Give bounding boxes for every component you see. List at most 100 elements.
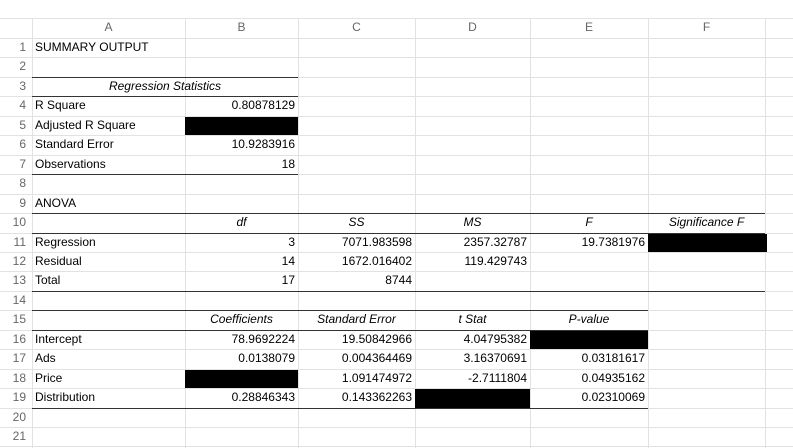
row-number[interactable]: 7 bbox=[19, 156, 26, 171]
cell[interactable]: Ads bbox=[35, 351, 56, 366]
cell[interactable]: 0.28846343 bbox=[231, 390, 295, 405]
cell[interactable]: Intercept bbox=[35, 331, 82, 346]
row-number[interactable]: 17 bbox=[12, 351, 26, 366]
cell-border bbox=[32, 232, 765, 234]
row-number[interactable]: 20 bbox=[12, 409, 26, 424]
row-number[interactable]: 9 bbox=[19, 195, 26, 210]
cell[interactable]: SUMMARY OUTPUT bbox=[35, 40, 149, 54]
cell[interactable]: 3 bbox=[288, 234, 295, 249]
row-number[interactable]: 16 bbox=[12, 331, 26, 346]
cell[interactable]: 0.143362263 bbox=[341, 390, 412, 405]
cell[interactable]: 0.03181617 bbox=[581, 351, 645, 366]
row-number[interactable]: 8 bbox=[19, 176, 26, 191]
row-number[interactable]: 18 bbox=[12, 370, 26, 385]
column-header[interactable]: F bbox=[702, 20, 711, 34]
cell[interactable]: 18 bbox=[281, 156, 295, 171]
row-number[interactable]: 5 bbox=[19, 117, 26, 132]
column-header[interactable]: B bbox=[237, 20, 246, 34]
cell-border bbox=[32, 407, 648, 409]
cell[interactable]: Standard Error bbox=[35, 137, 114, 152]
row-number[interactable]: 13 bbox=[12, 273, 26, 288]
cell[interactable]: 1.091474972 bbox=[341, 370, 412, 385]
grid-line bbox=[765, 18, 766, 448]
cell[interactable]: 119.429743 bbox=[464, 253, 527, 268]
grid-line bbox=[0, 76, 793, 78]
row-number[interactable]: 15 bbox=[12, 312, 26, 327]
cell[interactable]: ANOVA bbox=[35, 195, 77, 210]
grid-line bbox=[0, 446, 793, 448]
cell[interactable]: Adjusted R Square bbox=[35, 117, 136, 132]
cell[interactable]: Residual bbox=[35, 253, 82, 268]
cell[interactable]: 17 bbox=[281, 273, 295, 288]
cell[interactable]: -2.7111804 bbox=[468, 370, 527, 385]
redacted-cell bbox=[648, 233, 767, 252]
cell[interactable]: 0.004364469 bbox=[341, 351, 412, 366]
cell[interactable]: 8744 bbox=[385, 273, 412, 288]
row-number[interactable]: 21 bbox=[12, 429, 26, 443]
cell[interactable]: Distribution bbox=[35, 390, 96, 405]
grid-line bbox=[0, 135, 793, 137]
cell[interactable]: 19.7381976 bbox=[581, 234, 645, 249]
grid-line bbox=[0, 38, 793, 39]
grid-line bbox=[0, 57, 793, 59]
column-header[interactable]: A bbox=[104, 20, 113, 34]
cell-border bbox=[32, 329, 648, 331]
cell[interactable]: SS bbox=[348, 215, 365, 230]
cell[interactable]: R Square bbox=[35, 98, 86, 113]
cell[interactable]: 14 bbox=[281, 253, 295, 268]
row-number[interactable]: 19 bbox=[12, 390, 26, 405]
cell[interactable]: 78.9692224 bbox=[231, 331, 295, 346]
cell[interactable]: 2357.32787 bbox=[463, 234, 527, 249]
column-header[interactable]: E bbox=[584, 20, 593, 34]
grid-line bbox=[0, 271, 793, 273]
cell[interactable]: 1672.016402 bbox=[341, 253, 412, 268]
cell-border bbox=[32, 290, 765, 292]
row-number[interactable]: 14 bbox=[12, 292, 26, 307]
grid-line bbox=[0, 96, 793, 98]
cell[interactable]: 10.9283916 bbox=[231, 137, 295, 152]
row-number[interactable]: 11 bbox=[13, 234, 26, 249]
redacted-cell bbox=[530, 330, 648, 350]
cell[interactable]: 3.16370691 bbox=[463, 351, 527, 366]
cell[interactable]: Regression bbox=[35, 234, 96, 249]
cell[interactable]: Total bbox=[35, 273, 61, 288]
cell[interactable]: 0.0138079 bbox=[238, 351, 295, 366]
cell[interactable]: Significance F bbox=[668, 215, 745, 230]
cell[interactable]: P-value bbox=[568, 312, 610, 327]
grid-line bbox=[0, 18, 793, 19]
row-number[interactable]: 2 bbox=[19, 59, 26, 74]
cell[interactable]: Observations bbox=[35, 156, 106, 171]
cell[interactable]: 4.04795382 bbox=[463, 331, 527, 346]
redacted-cell bbox=[185, 116, 298, 136]
cell[interactable]: 0.80878129 bbox=[231, 98, 295, 113]
grid-line bbox=[0, 154, 793, 156]
cell[interactable]: 7071.983598 bbox=[341, 234, 412, 249]
row-number[interactable]: 1 bbox=[19, 40, 26, 54]
row-number[interactable]: 4 bbox=[19, 98, 26, 113]
cell[interactable]: Price bbox=[35, 370, 63, 385]
grid-line bbox=[0, 115, 793, 117]
row-number[interactable]: 6 bbox=[19, 137, 26, 152]
cell[interactable]: Regression Statistics bbox=[108, 78, 222, 93]
cell[interactable]: t Stat bbox=[458, 312, 487, 327]
cell[interactable]: 0.04935162 bbox=[581, 370, 645, 385]
grid-line bbox=[0, 368, 793, 370]
cell[interactable]: Coefficients bbox=[210, 312, 273, 327]
row-number[interactable]: 3 bbox=[19, 78, 26, 93]
cell[interactable]: 0.02310069 bbox=[581, 390, 645, 405]
cell[interactable]: df bbox=[236, 215, 247, 230]
cell[interactable]: MS bbox=[463, 215, 482, 230]
cell[interactable]: Standard Error bbox=[317, 312, 396, 327]
cell[interactable]: F bbox=[585, 215, 593, 230]
column-header[interactable]: C bbox=[352, 20, 361, 34]
column-header[interactable]: D bbox=[468, 20, 477, 34]
grid-line bbox=[0, 388, 793, 390]
row-number[interactable]: 10 bbox=[12, 215, 26, 230]
row-number[interactable]: 12 bbox=[12, 253, 26, 268]
cell-border bbox=[32, 310, 648, 312]
grid-line bbox=[0, 349, 793, 351]
cell-border bbox=[32, 76, 298, 78]
cell-border bbox=[32, 174, 298, 176]
cell[interactable]: 19.50842966 bbox=[341, 331, 412, 346]
